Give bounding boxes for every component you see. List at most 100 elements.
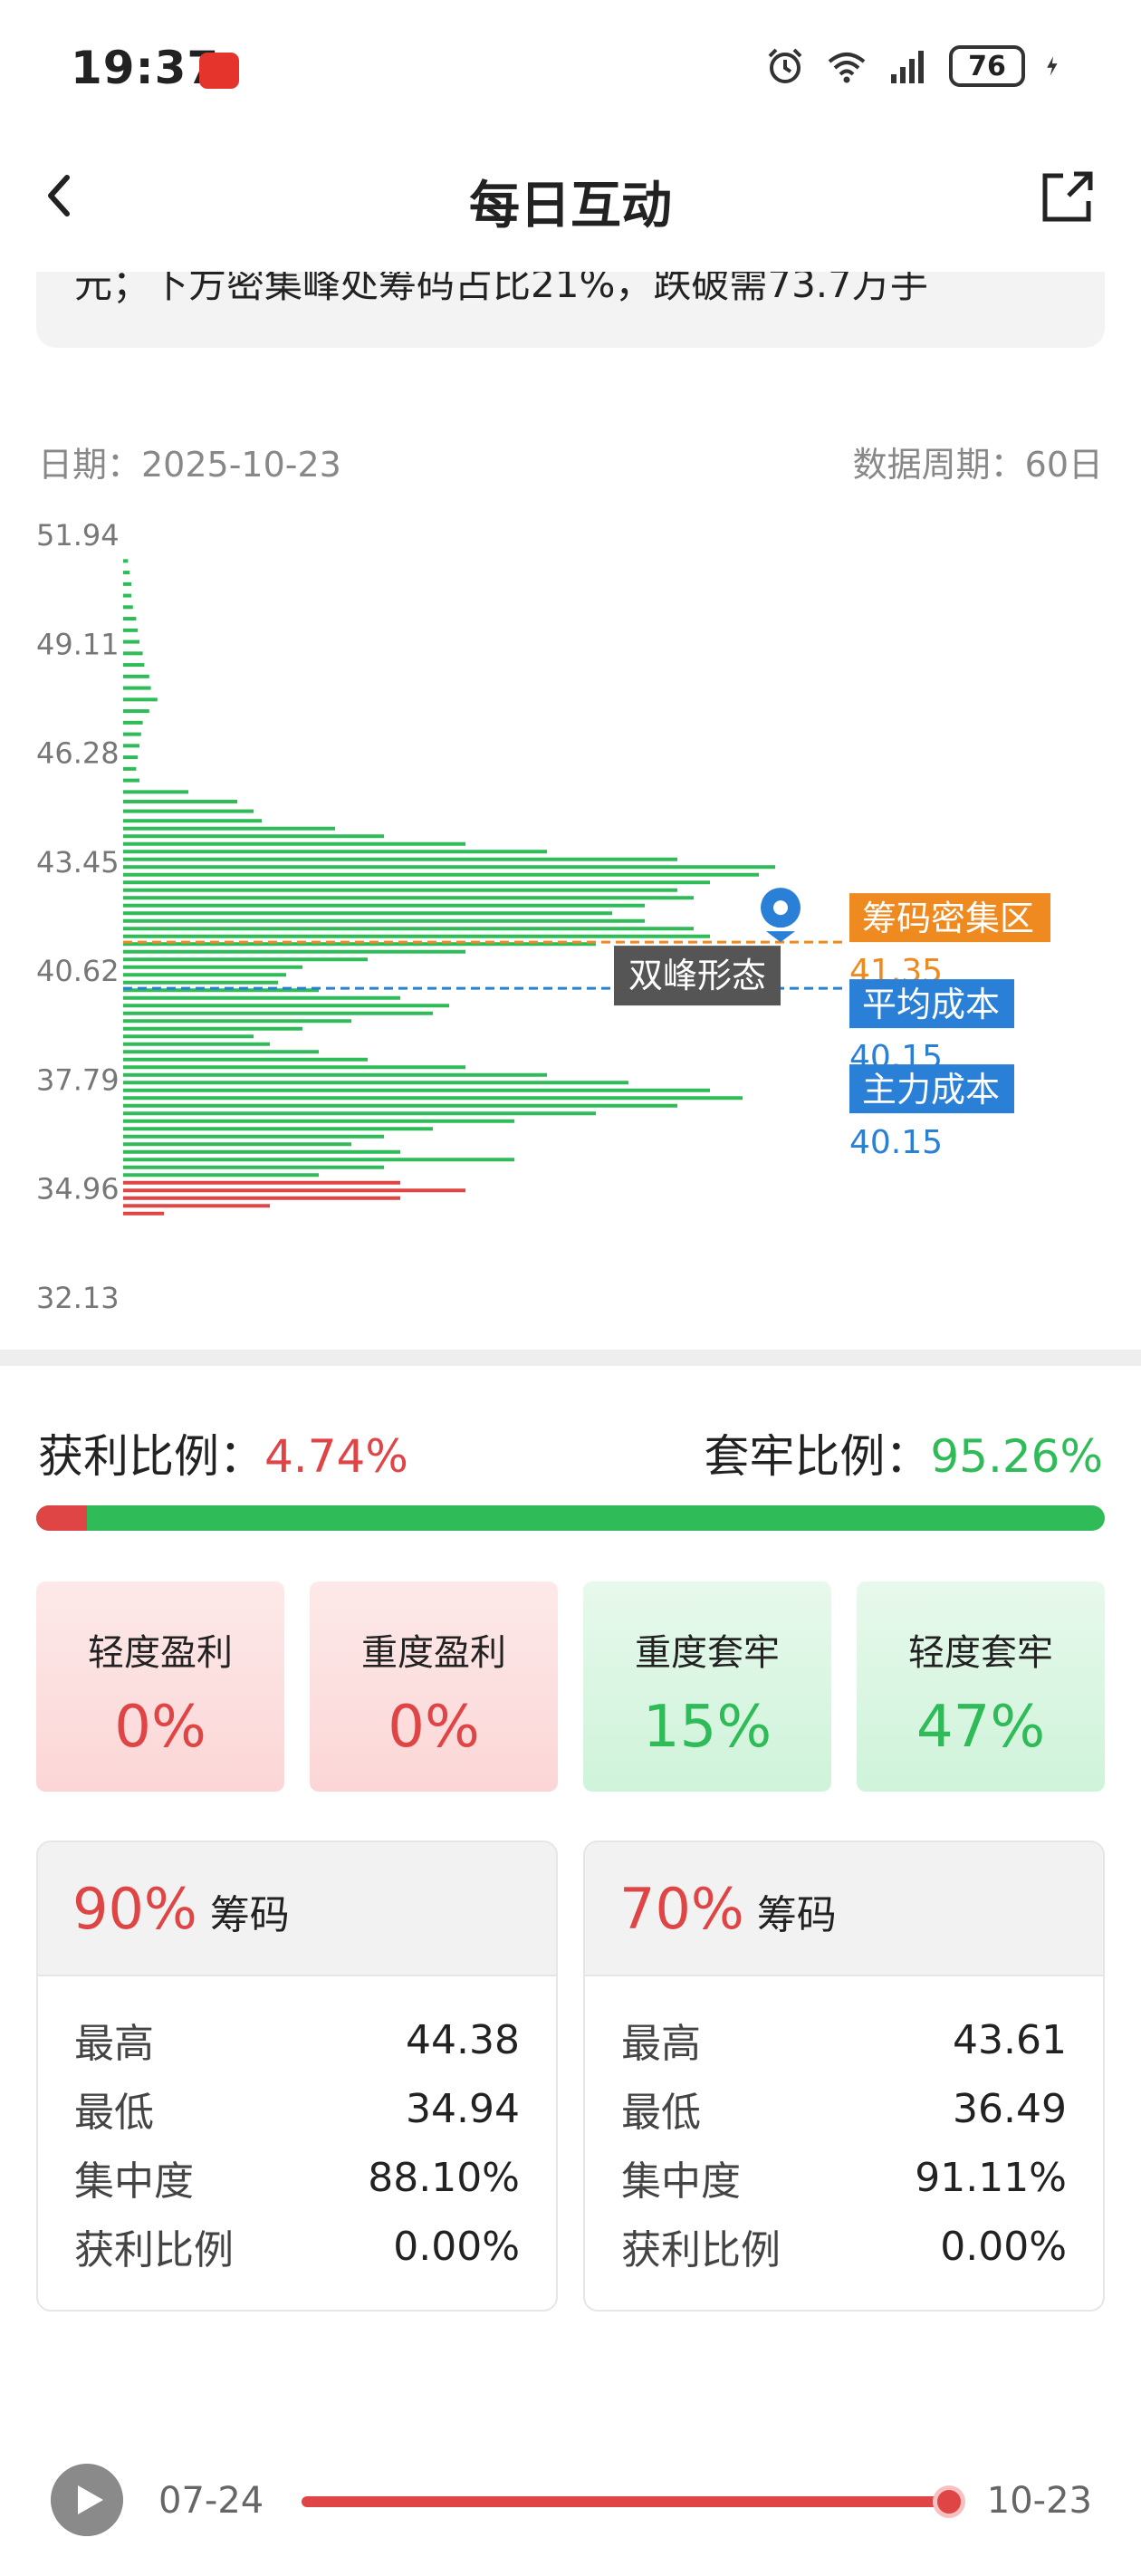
chart-bar (123, 1011, 433, 1015)
chip-card-word: 筹码 (756, 1892, 837, 1938)
chart-bar (123, 686, 151, 690)
chart-bar (123, 1142, 351, 1147)
chart-bar (123, 865, 775, 870)
chart-bar (123, 639, 139, 644)
chip-distribution-chart[interactable]: 51.94 49.11 46.28 43.45 40.62 37.79 34.96 32.13… (0, 507, 1141, 1322)
chart-bar (123, 1042, 270, 1046)
y-tick-label: 34.96 (36, 1172, 120, 1206)
chart-bar (123, 1196, 400, 1200)
y-tick-label: 40.62 (36, 954, 120, 988)
pattern-annotation-box (614, 946, 781, 1006)
charging-icon (1047, 56, 1058, 76)
y-tick-label: 32.13 (36, 1281, 120, 1315)
share-external-icon[interactable] (1038, 168, 1096, 226)
profit-ratio-fill (36, 1505, 87, 1531)
dense-zone-tag (849, 893, 1050, 943)
box-light-trapped: 轻度套牢 47% (857, 1581, 1105, 1792)
chart-bar (123, 617, 137, 621)
chart-bar (123, 880, 710, 885)
chart-bar (123, 980, 278, 985)
signal-icon (891, 51, 924, 83)
chip-row-concentration: 集中度 91.11% (585, 2143, 1103, 2212)
chart-bar (123, 1004, 449, 1008)
chart-bar (123, 841, 465, 846)
chip-row-key: 最高 (621, 2021, 701, 2067)
average-cost-label: 平均成本 (862, 985, 1000, 1024)
chart-bar (123, 896, 694, 900)
box-light-profit: 轻度盈利 0% (36, 1581, 284, 1792)
chip-row-key: 获利比例 (621, 2227, 781, 2273)
chart-bar (123, 605, 133, 610)
trapped-value: 95.26% (930, 1430, 1103, 1483)
chart-bar (123, 663, 145, 668)
y-tick-label: 46.28 (36, 736, 120, 771)
chart-bar (123, 720, 143, 725)
chip-row-low: 最低 36.49 (585, 2074, 1103, 2143)
chart-bar (123, 1057, 368, 1062)
chart-bar (123, 778, 139, 783)
chip-row-value: 43.61 (953, 2016, 1067, 2063)
pin-tail (766, 931, 795, 943)
chart-bar (123, 857, 677, 861)
chip-row-key: 集中度 (621, 2158, 741, 2205)
box-label: 轻度套牢 (908, 1632, 1053, 1674)
chart-bar (123, 1034, 254, 1039)
chip-row-profit: 获利比例 0.00% (38, 2212, 556, 2281)
chip-row-value: 88.10% (368, 2154, 520, 2201)
timeline-thumb[interactable] (933, 2485, 965, 2518)
status-icons: 76 (764, 45, 1069, 87)
timeline-slider[interactable] (302, 2496, 949, 2507)
chip-row-value: 36.49 (953, 2085, 1067, 2132)
box-label: 重度盈利 (361, 1632, 506, 1674)
box-value: 15% (642, 1694, 772, 1761)
chart-bar (123, 1088, 710, 1092)
box-heavy-profit: 重度盈利 0% (310, 1581, 558, 1792)
chart-bar (123, 1019, 351, 1024)
trapped-label: 套牢比例： (704, 1430, 931, 1483)
chart-bar (123, 571, 130, 575)
chart-bar (123, 1065, 465, 1070)
chart-bar (123, 850, 547, 854)
box-value: 0% (388, 1694, 480, 1761)
chart-bar (123, 559, 129, 563)
box-label: 轻度盈利 (88, 1632, 233, 1674)
chip-card-header: 70% 筹码 (585, 1842, 1103, 1976)
play-icon[interactable] (51, 2464, 123, 2536)
chart-bar (123, 697, 158, 702)
chart-bar (123, 790, 188, 794)
chevron-left-icon[interactable] (38, 168, 83, 223)
chart-bar (123, 809, 254, 813)
chip-row-key: 集中度 (74, 2158, 194, 2205)
page-title: 每日互动 (469, 177, 672, 235)
chart-bar (123, 927, 694, 931)
box-value: 47% (916, 1694, 1046, 1761)
chart-bar (123, 1119, 514, 1123)
profit-ratio: 获利比例：4.74% (38, 1420, 408, 1485)
chart-bar (123, 819, 262, 823)
chart-bar (123, 1211, 164, 1216)
chart-bar (123, 1149, 400, 1154)
main-cost-label: 主力成本 (862, 1070, 1000, 1110)
chip-row-key: 最高 (74, 2021, 154, 2067)
section-divider (0, 1350, 1141, 1366)
chart-bar (123, 766, 137, 771)
chart-bar (123, 1026, 302, 1031)
pin-dot (773, 900, 788, 916)
chart-bar (123, 1096, 743, 1101)
chart-bar (123, 826, 335, 831)
battery-icon: 76 (949, 45, 1025, 87)
chart-bar (123, 942, 596, 947)
chart-bar (123, 949, 465, 954)
chart-date: 日期：2025-10-23 (38, 445, 341, 485)
chart-bar (123, 1081, 628, 1085)
chip-card-70: 70% 筹码 最高 43.61 最低 36.49 集中度 91.11% 获利比例 0.0… (583, 1841, 1105, 2312)
chart-bar (123, 732, 141, 736)
chip-row-low: 最低 34.94 (38, 2074, 556, 2143)
chart-bar (123, 582, 131, 586)
chart-bar (123, 988, 319, 993)
chart-bar (123, 1111, 596, 1116)
main-cost-value: 40.15 (849, 1124, 943, 1161)
chip-row-high: 最高 43.61 (585, 2005, 1103, 2074)
summary-text: 元；下方密集峰处筹码占比21%，跌破需73.7万手 (74, 272, 928, 306)
wifi-icon (828, 53, 866, 83)
